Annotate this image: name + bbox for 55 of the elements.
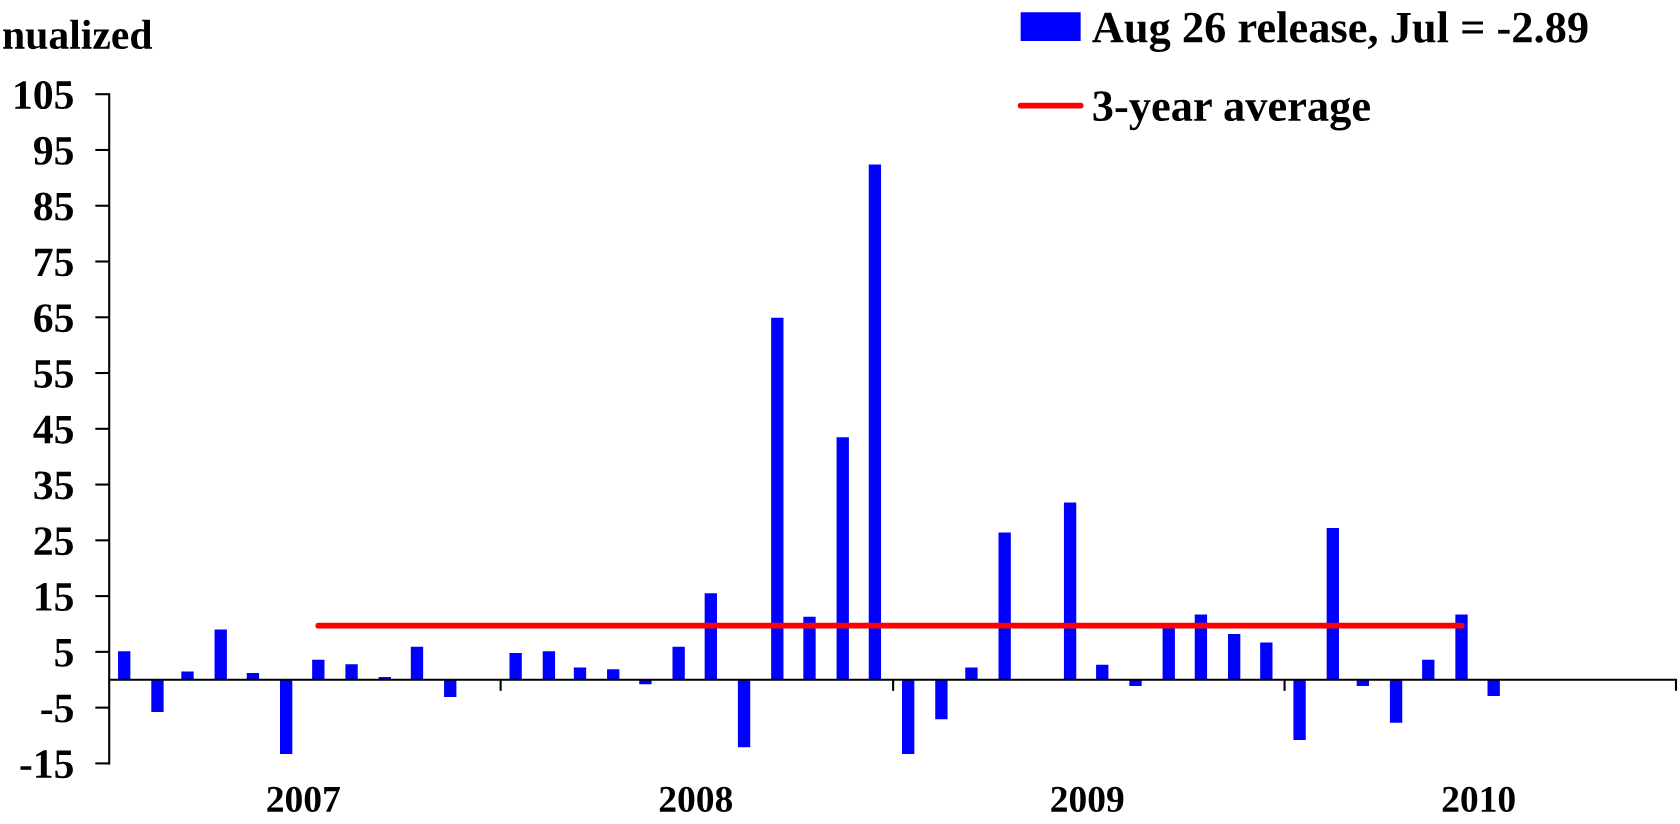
bar	[1096, 664, 1109, 680]
y-tick-label: 35	[34, 471, 73, 500]
y-tick-label: 95	[33, 136, 73, 165]
bar	[1063, 502, 1077, 680]
bar	[573, 667, 587, 680]
bar	[151, 679, 164, 713]
y-tick-label: 55	[34, 360, 73, 388]
bar	[998, 532, 1011, 680]
y-tick-label: 5	[55, 639, 73, 667]
y-tick-label: 75	[35, 248, 73, 277]
bar	[771, 317, 784, 680]
bar	[118, 651, 131, 680]
bar	[672, 646, 685, 680]
bar	[1260, 642, 1273, 680]
bar	[1326, 528, 1339, 680]
bar	[312, 659, 325, 680]
y-tick-label: 15	[36, 583, 73, 611]
bar	[1228, 634, 1241, 680]
bar	[704, 593, 717, 680]
bar	[1422, 659, 1435, 680]
bar	[410, 646, 424, 680]
bar	[279, 679, 293, 754]
bar	[509, 652, 522, 680]
bar	[836, 437, 849, 680]
legend-label: 3-year average	[1093, 91, 1370, 131]
bar	[1389, 679, 1403, 723]
bar	[181, 671, 194, 680]
bar	[1455, 614, 1468, 680]
bar	[965, 667, 978, 680]
y-tick-label: 85	[34, 192, 73, 221]
bar	[444, 679, 457, 698]
y-tick-label: -5	[41, 694, 73, 723]
bar	[542, 651, 556, 680]
x-tick-label: 2010	[1442, 786, 1515, 813]
x-tick-label: 2009	[1051, 786, 1124, 813]
y-tick-label: 45	[33, 415, 73, 444]
bar	[214, 629, 227, 680]
bar	[345, 664, 358, 680]
x-tick-label: 2008	[659, 786, 733, 813]
bar	[803, 616, 816, 680]
bar	[607, 669, 620, 680]
bar	[1487, 679, 1500, 696]
bar	[1293, 679, 1306, 740]
y-tick-label: 65	[34, 304, 73, 333]
x-tick-label: 2007	[267, 786, 340, 813]
legend-label: Aug 26 release, Jul = -2.89	[1092, 11, 1588, 53]
y-tick-label: 105	[15, 80, 73, 110]
y-axis-title: nualized	[3, 19, 153, 50]
bar	[737, 679, 751, 748]
bar	[901, 679, 915, 754]
y-tick-label: 25	[34, 527, 73, 556]
bar	[1162, 626, 1175, 680]
bar	[868, 164, 882, 680]
bar	[935, 679, 948, 720]
y-tick-label: -15	[20, 750, 73, 779]
